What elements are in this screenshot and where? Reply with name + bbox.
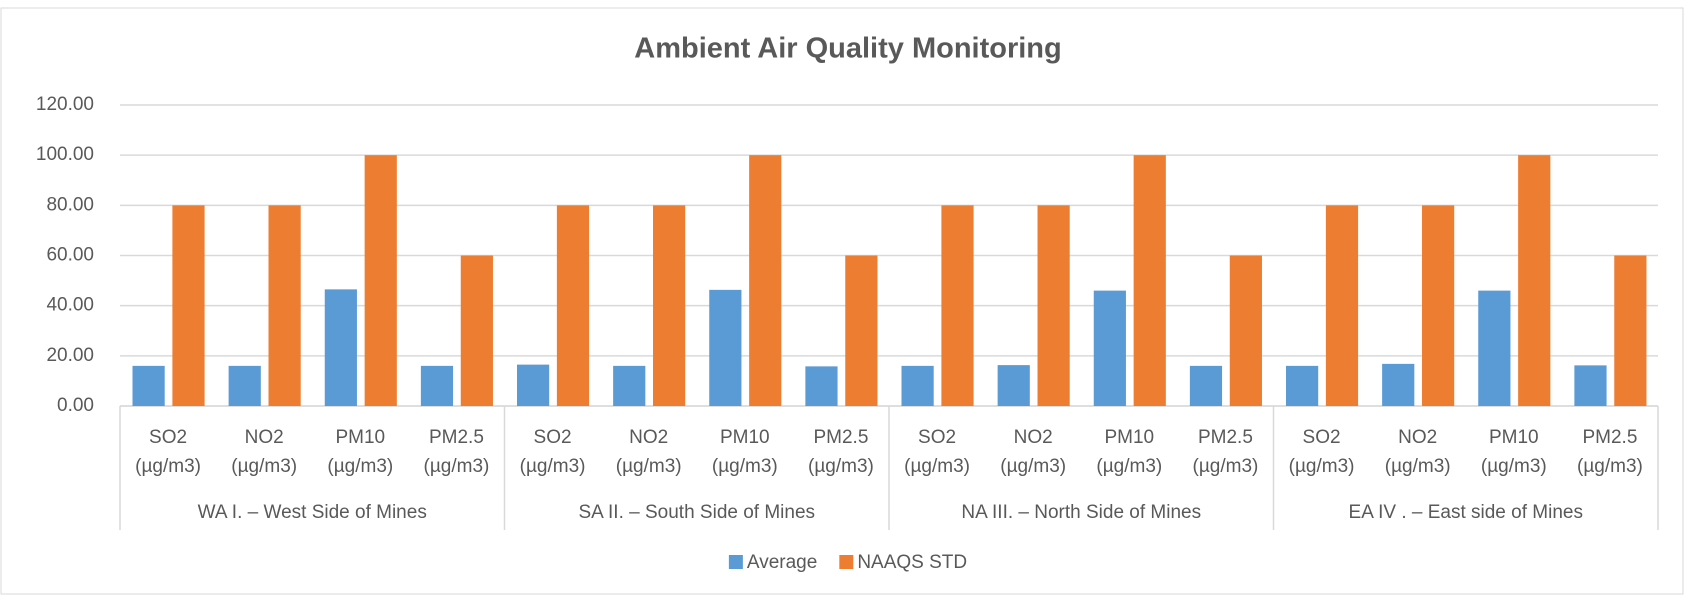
group-label: NA III. – North Side of Mines xyxy=(961,502,1201,523)
bar xyxy=(556,205,590,406)
x-tick-label: NO2 xyxy=(1398,427,1437,448)
x-tick-label: SO2 xyxy=(1303,427,1341,448)
bar xyxy=(268,205,301,406)
x-tick-label: (µg/m3) xyxy=(327,456,393,477)
bar xyxy=(901,365,934,406)
bar xyxy=(132,365,165,406)
bar xyxy=(805,366,838,406)
bar xyxy=(1229,255,1262,406)
x-tick-label: (µg/m3) xyxy=(1096,456,1162,477)
x-tick-label: SO2 xyxy=(918,427,956,448)
x-tick-label: SO2 xyxy=(534,427,572,448)
bar xyxy=(749,155,782,406)
bar xyxy=(1189,365,1223,406)
x-tick-label: (µg/m3) xyxy=(135,456,201,477)
legend-label: NAAQS STD xyxy=(857,552,967,573)
legend-swatch xyxy=(728,555,743,569)
bar xyxy=(1422,205,1455,406)
x-tick-label: PM2.5 xyxy=(1582,427,1637,448)
x-tick-label: (µg/m3) xyxy=(904,456,970,477)
bar xyxy=(460,255,493,406)
bar xyxy=(1574,365,1607,406)
x-tick-label: (µg/m3) xyxy=(1000,456,1066,477)
x-tick-label: PM2.5 xyxy=(813,427,868,448)
bar xyxy=(1037,205,1070,406)
x-tick-label: PM2.5 xyxy=(1198,427,1253,448)
bar xyxy=(228,365,261,406)
bar xyxy=(1478,290,1511,406)
x-tick-label: (µg/m3) xyxy=(808,456,874,477)
x-tick-label: PM10 xyxy=(720,427,770,448)
x-tick-label: PM10 xyxy=(1104,427,1154,448)
bar xyxy=(364,155,397,406)
bar xyxy=(1325,205,1359,406)
bar xyxy=(420,365,454,406)
bar xyxy=(1093,290,1126,406)
bar xyxy=(1518,155,1551,406)
bar xyxy=(1133,155,1166,406)
bar xyxy=(324,289,357,406)
x-tick-label: PM2.5 xyxy=(429,427,484,448)
x-tick-label: (µg/m3) xyxy=(1193,456,1259,477)
y-tick-label: 0.00 xyxy=(57,395,94,416)
group-label: SA II. – South Side of Mines xyxy=(578,502,815,523)
group-label: EA IV . – East side of Mines xyxy=(1349,502,1583,523)
bar xyxy=(845,255,878,406)
bar xyxy=(1285,365,1319,406)
y-tick-label: 100.00 xyxy=(36,144,94,165)
x-tick-label: (µg/m3) xyxy=(424,456,490,477)
y-tick-label: 60.00 xyxy=(46,245,94,266)
chart-title: Ambient Air Quality Monitoring xyxy=(634,33,1061,65)
legend-label: Average xyxy=(747,552,817,573)
y-tick-label: 20.00 xyxy=(46,345,94,366)
x-tick-label: (µg/m3) xyxy=(1481,456,1547,477)
bar xyxy=(709,289,742,406)
x-tick-label: (µg/m3) xyxy=(1577,456,1643,477)
bar xyxy=(1382,363,1415,406)
legend-swatch xyxy=(839,555,854,569)
bar xyxy=(997,365,1030,406)
x-tick-label: NO2 xyxy=(629,427,668,448)
bar xyxy=(653,205,686,406)
bar xyxy=(941,205,974,406)
bar xyxy=(516,364,550,406)
x-tick-label: PM10 xyxy=(335,427,385,448)
x-tick-label: SO2 xyxy=(149,427,187,448)
x-tick-label: (µg/m3) xyxy=(1289,456,1355,477)
x-tick-label: NO2 xyxy=(245,427,284,448)
x-tick-label: (µg/m3) xyxy=(231,456,297,477)
bar xyxy=(1614,255,1647,406)
x-tick-label: (µg/m3) xyxy=(712,456,778,477)
y-tick-label: 40.00 xyxy=(46,295,94,316)
x-tick-label: (µg/m3) xyxy=(616,456,682,477)
y-tick-label: 80.00 xyxy=(46,194,94,215)
group-label: WA I. – West Side of Mines xyxy=(198,502,427,523)
bar xyxy=(172,205,205,406)
x-tick-label: NO2 xyxy=(1014,427,1053,448)
x-tick-label: PM10 xyxy=(1489,427,1539,448)
y-tick-label: 120.00 xyxy=(36,94,94,115)
bar xyxy=(613,365,646,406)
x-tick-label: (µg/m3) xyxy=(520,456,586,477)
x-tick-label: (µg/m3) xyxy=(1385,456,1451,477)
